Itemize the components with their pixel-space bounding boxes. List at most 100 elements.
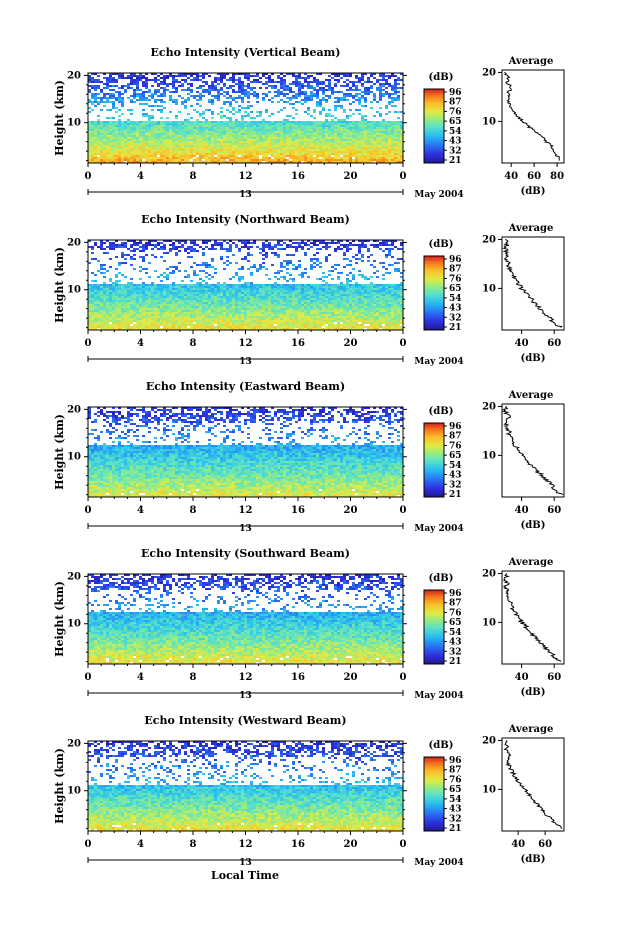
heatmap-cell — [214, 81, 217, 83]
heatmap-cell — [226, 292, 229, 294]
heatmap-cell — [139, 298, 142, 300]
heatmap-cell — [394, 284, 397, 286]
heatmap-cell — [223, 286, 226, 288]
heatmap-cell — [346, 83, 349, 85]
heatmap-cell — [253, 290, 256, 292]
heatmap-cell — [274, 298, 277, 300]
heatmap-cell — [358, 252, 361, 254]
heatmap-cell — [130, 133, 133, 135]
heatmap-cell — [241, 141, 244, 143]
heatmap-cell — [235, 300, 238, 302]
heatmap-cell — [211, 290, 214, 292]
heatmap-cell — [139, 256, 142, 258]
heatmap-cell — [172, 101, 175, 103]
heatmap-cell — [118, 123, 121, 125]
heatmap-cell — [172, 272, 175, 274]
heatmap-cell — [148, 151, 151, 153]
heatmap-cell — [277, 145, 280, 147]
heatmap-cell — [139, 99, 142, 101]
heatmap-cell — [394, 157, 397, 159]
heatmap-cell — [352, 284, 355, 286]
heatmap-cell — [178, 125, 181, 127]
heatmap-cell — [352, 298, 355, 300]
heatmap-cell — [304, 159, 307, 161]
heatmap-cell — [397, 123, 400, 125]
heatmap-cell — [385, 268, 388, 270]
heatmap-cell — [142, 121, 145, 123]
heatmap-cell — [205, 264, 208, 266]
heatmap-cell — [259, 284, 262, 286]
heatmap-cell — [355, 127, 358, 129]
heatmap-cell — [361, 288, 364, 290]
heatmap-cell — [340, 137, 343, 139]
heatmap-cell — [106, 101, 109, 103]
heatmap-cell — [148, 99, 151, 101]
heatmap-cell — [136, 290, 139, 292]
heatmap-cell — [124, 284, 127, 286]
heatmap-cell — [145, 254, 148, 256]
heatmap-cell — [277, 284, 280, 286]
heatmap-cell — [301, 125, 304, 127]
heatmap-cell — [205, 109, 208, 111]
heatmap-cell — [190, 75, 193, 77]
heatmap-cell — [370, 244, 373, 246]
heatmap-cell — [292, 123, 295, 125]
heatmap-cell — [307, 139, 310, 141]
heatmap-cell — [382, 242, 385, 244]
heatmap-cell — [145, 141, 148, 143]
heatmap-cell — [100, 129, 103, 131]
heatmap-cell — [361, 153, 364, 155]
heatmap-cell — [385, 272, 388, 274]
heatmap-cell — [190, 141, 193, 143]
heatmap-cell — [247, 282, 250, 284]
heatmap-cell — [241, 123, 244, 125]
heatmap-cell — [202, 127, 205, 129]
heatmap-cell — [280, 159, 283, 161]
heatmap-cell — [202, 139, 205, 141]
heatmap-cell — [331, 133, 334, 135]
heatmap-cell — [310, 260, 313, 262]
heatmap-cell — [379, 133, 382, 135]
heatmap-cell — [244, 91, 247, 93]
heatmap-cell — [136, 145, 139, 147]
heatmap-cell — [268, 159, 271, 161]
heatmap-cell — [322, 109, 325, 111]
heatmap-cell — [115, 145, 118, 147]
heatmap-cell — [331, 292, 334, 294]
heatmap-cell — [148, 137, 151, 139]
heatmap-cell — [307, 288, 310, 290]
heatmap-cell — [298, 143, 301, 145]
heatmap-cell — [289, 298, 292, 300]
heatmap-cell — [163, 121, 166, 123]
heatmap-cell — [382, 133, 385, 135]
heatmap-cell — [379, 143, 382, 145]
heatmap-cell — [244, 147, 247, 149]
heatmap-cell — [196, 103, 199, 105]
heatmap-cell — [145, 292, 148, 294]
heatmap-cell — [343, 290, 346, 292]
heatmap-cell — [304, 252, 307, 254]
heatmap-cell — [178, 139, 181, 141]
heatmap-cell — [211, 89, 214, 91]
heatmap-cell — [112, 123, 115, 125]
heatmap-cell — [370, 127, 373, 129]
heatmap-cell — [217, 153, 220, 155]
heatmap-cell — [394, 147, 397, 149]
heatmap-cell — [292, 280, 295, 282]
heatmap-cell — [199, 141, 202, 143]
heatmap-cell — [364, 278, 367, 280]
heatmap-cell — [298, 153, 301, 155]
heatmap-cell — [148, 119, 151, 121]
heatmap-cell — [265, 149, 268, 151]
heatmap-cell — [232, 286, 235, 288]
heatmap-cell — [349, 260, 352, 262]
heatmap-cell — [97, 145, 100, 147]
heatmap-cell — [163, 87, 166, 89]
heatmap-cell — [241, 101, 244, 103]
heatmap-cell — [208, 248, 211, 250]
heatmap-cell — [178, 127, 181, 129]
heatmap-cell — [97, 137, 100, 139]
heatmap-cell — [319, 290, 322, 292]
heatmap-cell — [262, 127, 265, 129]
heatmap-cell — [157, 137, 160, 139]
